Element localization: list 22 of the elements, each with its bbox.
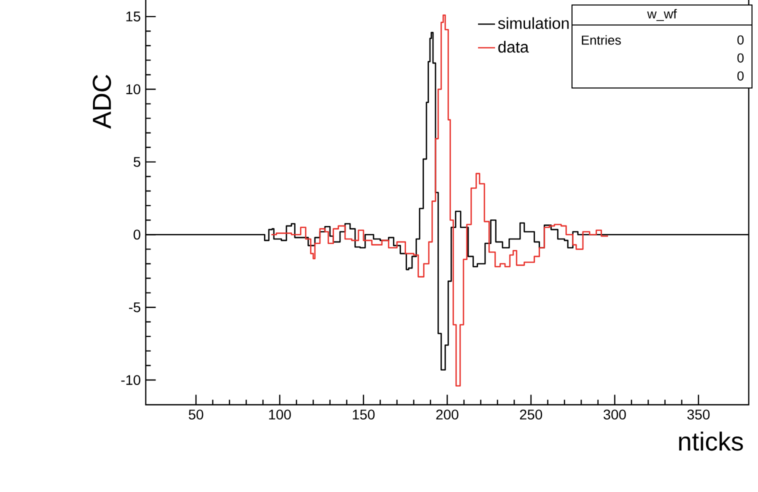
- y-tick-label: 5: [134, 157, 140, 167]
- x-tick-label: 200: [436, 410, 458, 420]
- x-axis-title: nticks: [679, 432, 743, 451]
- legend-label: data: [498, 40, 529, 53]
- y-axis-title: ADC: [92, 74, 112, 129]
- x-tick-label: 150: [352, 410, 375, 420]
- y-tick-label: -10: [121, 375, 140, 385]
- annotation: 0: [737, 35, 744, 45]
- legend-label: simulation: [498, 17, 569, 29]
- y-tick-label: 15: [126, 12, 140, 22]
- x-tick-label: 50: [188, 410, 204, 420]
- y-tick-label: -5: [129, 302, 140, 312]
- annotation: 0: [737, 53, 744, 63]
- x-tick-label: 300: [604, 410, 626, 420]
- y-tick-label: 10: [126, 84, 140, 94]
- x-tick-label: 350: [687, 410, 710, 420]
- x-tick-label: 250: [520, 410, 542, 420]
- y-tick-label: 0: [134, 230, 140, 240]
- x-tick-label: 100: [269, 410, 291, 420]
- annotation: 0: [737, 71, 744, 81]
- annotation: Entries: [582, 35, 621, 45]
- annotation: w_wf: [647, 8, 677, 21]
